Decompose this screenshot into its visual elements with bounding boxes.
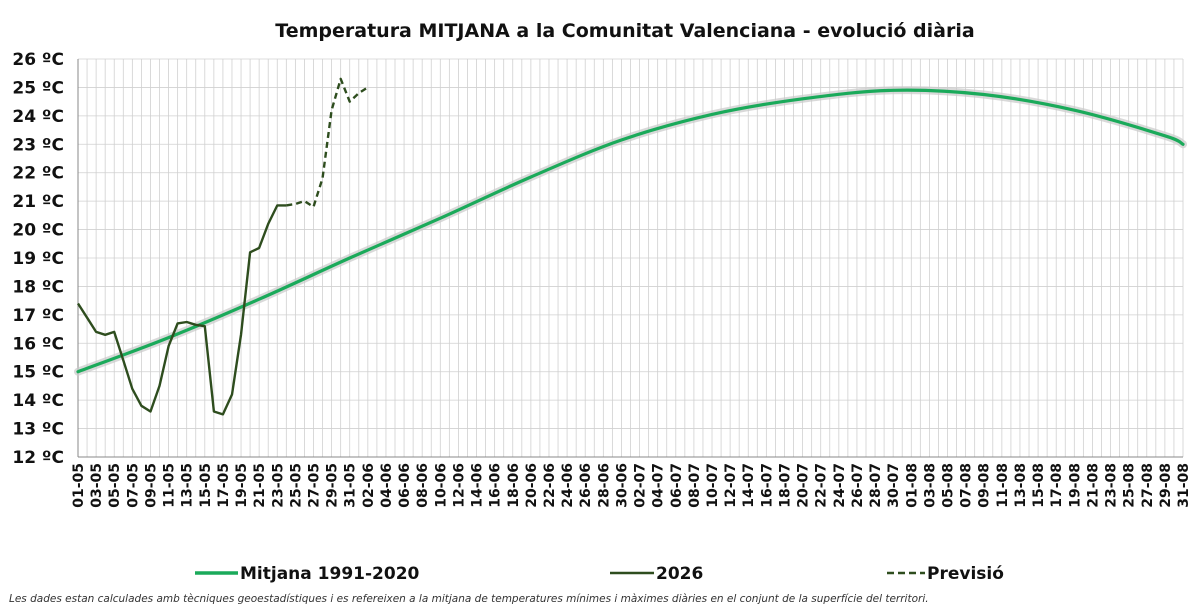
x-tick-label: 09-08 [977, 463, 993, 508]
x-tick-label: 12-06 [451, 463, 467, 508]
series-mitjana-1991-2020-line [76, 88, 1185, 374]
x-tick-label: 31-08 [1176, 463, 1192, 508]
x-tick-label: 16-06 [488, 463, 504, 508]
x-tick-label: 01-05 [71, 463, 87, 508]
legend-2026-label: 2026 [656, 564, 703, 584]
x-tick-label: 03-05 [89, 463, 105, 508]
y-tick-label: 17 ºC [12, 306, 64, 326]
y-tick-label: 16 ºC [12, 334, 64, 354]
x-tick-label: 06-07 [669, 463, 685, 508]
x-tick-label: 27-08 [1140, 463, 1156, 508]
x-tick-label: 06-06 [397, 463, 413, 508]
x-tick-label: 21-08 [1085, 463, 1101, 508]
x-tick-label: 15-08 [1031, 463, 1047, 508]
x-tick-label: 26-07 [850, 463, 866, 508]
y-tick-label: 21 ºC [12, 192, 64, 212]
y-tick-label: 15 ºC [12, 363, 64, 383]
x-tick-label: 11-08 [995, 463, 1011, 508]
x-tick-label: 21-05 [252, 463, 268, 508]
y-tick-label: 14 ºC [12, 391, 64, 411]
x-tick-label: 28-07 [868, 463, 884, 508]
x-tick-label: 20-07 [796, 463, 812, 508]
x-tick-label: 02-06 [361, 463, 377, 508]
x-tick-label: 02-07 [633, 463, 649, 508]
x-tick-label: 27-05 [306, 463, 322, 508]
x-tick-label: 25-05 [288, 463, 304, 508]
x-tick-label: 04-07 [651, 463, 667, 508]
x-tick-label: 20-06 [524, 463, 540, 508]
x-tick-label: 08-06 [415, 463, 431, 508]
x-tick-label: 10-07 [705, 463, 721, 508]
grid [77, 58, 1184, 458]
x-tick-label: 28-06 [596, 463, 612, 508]
y-tick-label: 24 ºC [12, 107, 64, 127]
x-tick-label: 30-07 [886, 463, 902, 508]
x-tick-label: 15-05 [198, 463, 214, 508]
x-tick-label: 25-08 [1122, 463, 1138, 508]
x-tick-label: 19-08 [1067, 463, 1083, 508]
x-tick-label: 13-08 [1013, 463, 1029, 508]
y-tick-label: 19 ºC [12, 249, 64, 269]
x-tick-label: 01-08 [904, 463, 920, 508]
x-tick-label: 17-05 [216, 463, 232, 508]
x-tick-label: 03-08 [922, 463, 938, 508]
y-tick-label: 18 ºC [12, 277, 64, 297]
x-tick-label: 08-07 [687, 463, 703, 508]
x-tick-label: 24-07 [832, 463, 848, 508]
y-tick-label: 25 ºC [12, 78, 64, 98]
y-tick-label: 22 ºC [12, 164, 64, 184]
y-axis: 12 ºC 13 ºC 14 ºC 15 ºC 16 ºC 17 ºC 18 ºC 19 ºC… [12, 50, 64, 468]
chart-title: Temperatura MITJANA a la Comunitat Valen… [275, 20, 974, 42]
x-tick-label: 11-05 [162, 463, 178, 508]
x-tick-label: 14-06 [470, 463, 486, 508]
x-tick-label: 23-08 [1104, 463, 1120, 508]
x-tick-label: 30-06 [614, 463, 630, 508]
y-tick-label: 20 ºC [12, 221, 64, 241]
x-tick-label: 29-08 [1158, 463, 1174, 508]
x-tick-label: 24-06 [560, 463, 576, 508]
footnote: Les dades estan calculades amb tècniques… [9, 593, 929, 605]
y-tick-label: 26 ºC [12, 50, 64, 70]
x-axis: 01-05 03-05 05-05 07-05 09-05 11-05 13-05 15-05… [71, 463, 1192, 508]
x-tick-label: 31-05 [343, 463, 359, 508]
x-tick-label: 18-06 [506, 463, 522, 508]
series-previsi-line [286, 77, 369, 208]
x-tick-label: 07-05 [125, 463, 141, 508]
x-tick-label: 04-06 [379, 463, 395, 508]
x-tick-label: 09-05 [143, 463, 159, 508]
x-tick-label: 14-07 [741, 463, 757, 508]
x-tick-label: 13-05 [180, 463, 196, 508]
x-tick-label: 12-07 [723, 463, 739, 508]
y-tick-label: 13 ºC [12, 420, 64, 440]
x-tick-label: 18-07 [777, 463, 793, 508]
x-tick-label: 23-05 [270, 463, 286, 508]
x-tick-label: 16-07 [759, 463, 775, 508]
y-tick-label: 12 ºC [12, 448, 64, 468]
x-tick-label: 22-06 [542, 463, 558, 508]
x-tick-label: 05-05 [107, 463, 123, 508]
series-group [74, 77, 1187, 416]
y-tick-label: 23 ºC [12, 135, 64, 155]
x-tick-label: 29-05 [325, 463, 341, 508]
series-2026-line [76, 204, 287, 416]
x-tick-label: 07-08 [959, 463, 975, 508]
x-tick-label: 26-06 [578, 463, 594, 508]
x-tick-label: 10-06 [433, 463, 449, 508]
x-tick-label: 17-08 [1049, 463, 1065, 508]
x-tick-label: 19-05 [234, 463, 250, 508]
legend: Mitjana 1991-2020 2026 Previsió [195, 564, 1004, 584]
x-tick-label: 22-07 [814, 463, 830, 508]
legend-mitjana-1991-2020-label: Mitjana 1991-2020 [240, 564, 420, 584]
legend-previsi-label: Previsió [927, 564, 1004, 584]
x-tick-label: 05-08 [941, 463, 957, 508]
